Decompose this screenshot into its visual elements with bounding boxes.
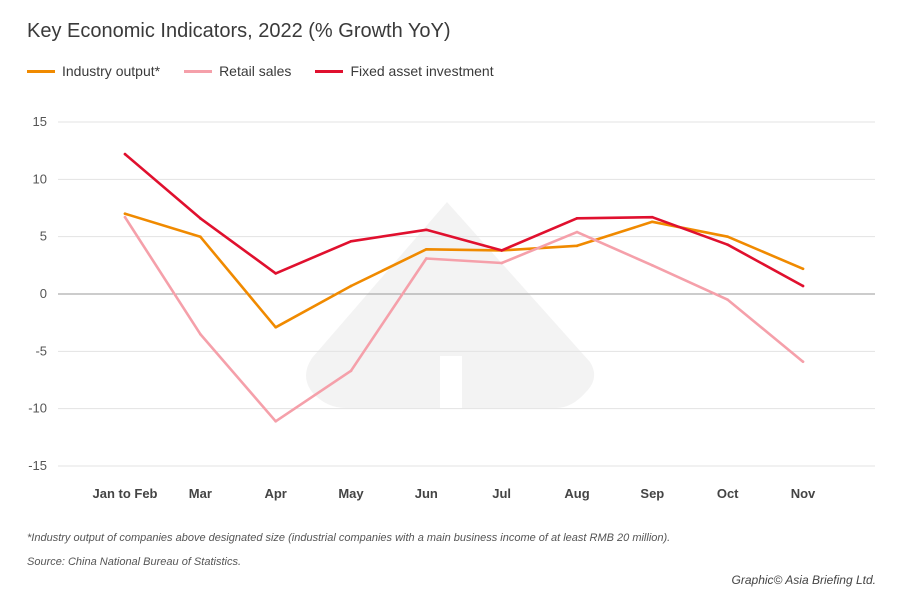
x-category-label: May	[338, 486, 364, 501]
data-point-industry-output	[425, 247, 428, 251]
x-category-label: Jan to Feb	[92, 486, 157, 501]
x-category-label: Mar	[189, 486, 212, 501]
legend-swatch-retail-sales	[184, 69, 213, 73]
x-category-label: Jun	[415, 486, 438, 501]
data-point-fixed-asset-investment	[123, 152, 127, 156]
data-point-industry-output	[349, 284, 353, 288]
x-category-label: Jul	[492, 486, 511, 501]
y-tick-label: -5	[35, 343, 47, 358]
data-point-fixed-asset-investment	[425, 228, 428, 232]
data-point-industry-output	[575, 244, 579, 248]
data-point-retail-sales	[425, 257, 428, 260]
data-point-fixed-asset-investment	[726, 243, 729, 246]
data-point-retail-sales	[575, 230, 579, 234]
gridlines	[58, 121, 875, 467]
x-category-label: Apr	[264, 486, 286, 501]
data-point-fixed-asset-investment	[349, 239, 353, 243]
legend-label-industry-output: Industry output*	[62, 63, 161, 79]
data-point-retail-sales	[651, 264, 654, 267]
footnote: *Industry output of companies above desi…	[27, 532, 671, 544]
y-tick-label: 10	[33, 171, 47, 186]
x-axis-category-labels: Jan to Feb Mar Apr May Jun Jul Aug Sep Oct Nov	[92, 486, 816, 501]
legend-swatch-fixed-asset-investment	[315, 69, 344, 73]
data-point-industry-output	[726, 235, 729, 238]
y-tick-label: 5	[40, 229, 47, 244]
data-point-fixed-asset-investment	[575, 217, 579, 220]
data-point-industry-output	[123, 212, 127, 216]
data-point-retail-sales	[274, 419, 277, 423]
data-point-retail-sales	[123, 215, 127, 219]
data-point-fixed-asset-investment	[274, 272, 277, 275]
data-point-retail-sales	[726, 298, 729, 302]
legend-swatch-industry-output	[27, 69, 55, 73]
series-line-retail-sales	[123, 215, 805, 423]
y-axis-tick-labels: 15 10 5 0 -5 -10 -15	[28, 114, 47, 473]
data-point-industry-output	[199, 235, 202, 238]
data-point-retail-sales	[801, 360, 805, 363]
data-point-industry-output	[651, 220, 654, 224]
x-category-label: Nov	[791, 486, 816, 501]
legend-label-retail-sales: Retail sales	[219, 63, 292, 79]
watermark-logo	[306, 202, 595, 408]
data-point-retail-sales	[199, 332, 202, 336]
graphic-credit: Graphic© Asia Briefing Ltd.	[731, 573, 876, 587]
data-point-fixed-asset-investment	[801, 284, 805, 288]
chart-title: Key Economic Indicators, 2022 (% Growth …	[27, 20, 451, 42]
series-line-fixed-asset-investment	[123, 152, 805, 288]
data-point-industry-output	[801, 267, 805, 271]
legend: Industry output* Retail sales Fixed asse…	[27, 62, 518, 80]
series-line-industry-output	[123, 212, 805, 329]
source-note: Source: China National Bureau of Statist…	[27, 556, 242, 568]
y-tick-label: -10	[28, 401, 47, 416]
data-point-fixed-asset-investment	[651, 215, 654, 219]
data-point-retail-sales	[349, 369, 353, 373]
data-point-fixed-asset-investment	[199, 217, 202, 220]
x-category-label: Aug	[564, 486, 589, 501]
legend-item-fixed-asset-investment: Fixed asset investment	[315, 63, 494, 79]
legend-label-fixed-asset-investment: Fixed asset investment	[350, 63, 494, 79]
data-point-fixed-asset-investment	[500, 249, 503, 252]
y-tick-label: -15	[28, 458, 47, 473]
series-lines	[123, 152, 805, 423]
x-category-label: Sep	[640, 486, 664, 501]
x-category-label: Oct	[717, 486, 739, 501]
y-tick-label: 0	[40, 286, 47, 301]
legend-item-industry-output: Industry output*	[27, 63, 160, 79]
y-tick-label: 15	[33, 114, 47, 129]
data-point-retail-sales	[500, 261, 503, 265]
legend-item-retail-sales: Retail sales	[184, 63, 291, 79]
data-point-industry-output	[274, 325, 277, 329]
